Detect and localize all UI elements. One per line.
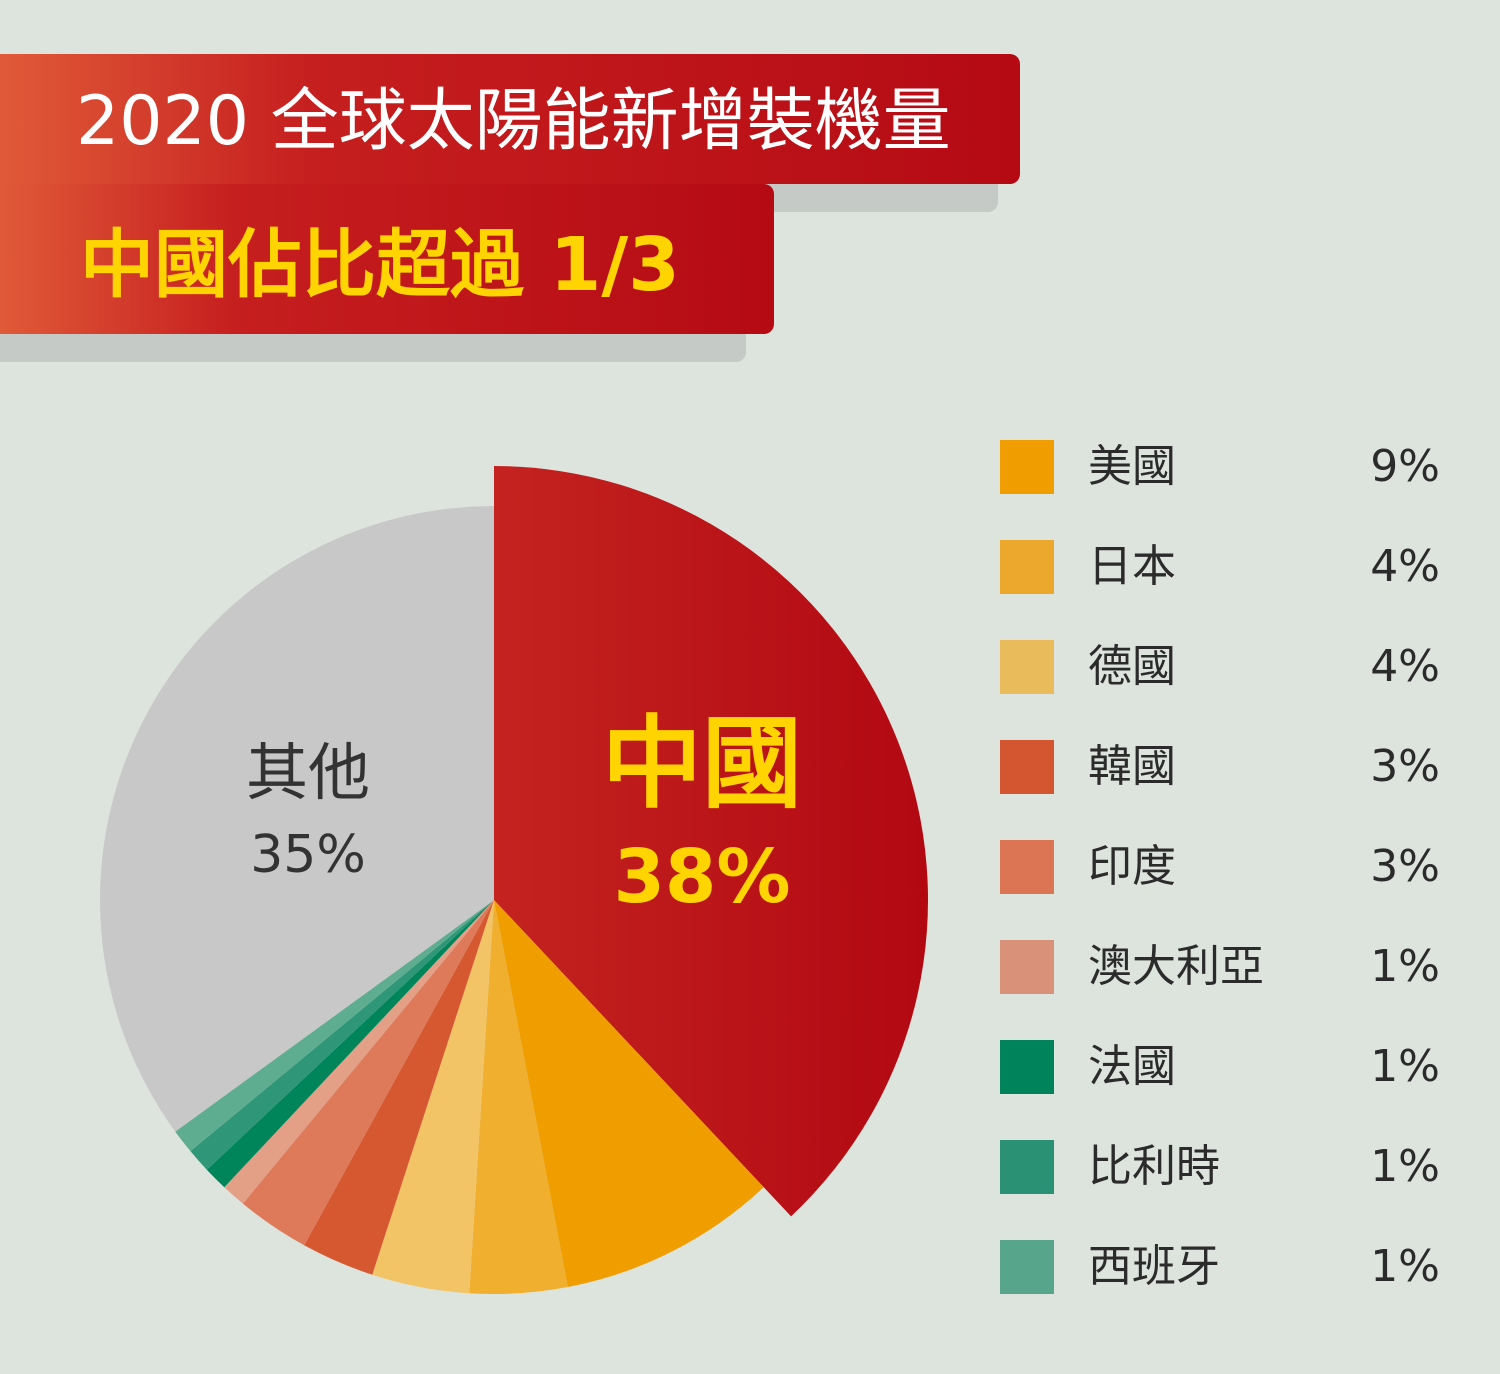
legend-label: 印度 [1088, 841, 1176, 892]
legend-value: 4% [1370, 641, 1440, 692]
other-slice-value: 35% [250, 825, 366, 885]
legend-swatch [1000, 840, 1054, 894]
pie-slice-9 [190, 900, 494, 1170]
subtitle-banner [0, 184, 774, 334]
legend-label: 澳大利亞 [1088, 941, 1264, 992]
pie-slice-11 [100, 506, 495, 1132]
legend-label: 日本 [1088, 541, 1176, 592]
legend-value: 3% [1370, 741, 1440, 792]
pie-slice-1 [494, 466, 929, 1217]
pie-slice-5 [304, 900, 494, 1275]
legend-item: 韓國 3% [1000, 740, 1440, 794]
legend-swatch [1000, 640, 1054, 694]
legend-swatch [1000, 1140, 1054, 1194]
legend-item: 印度 3% [1000, 840, 1440, 894]
legend-label: 比利時 [1088, 1141, 1220, 1192]
pie-slice-3 [469, 900, 568, 1294]
legend-item: 日本 4% [1000, 540, 1440, 594]
legend-value: 3% [1370, 841, 1440, 892]
legend-value: 1% [1370, 1041, 1440, 1092]
legend-swatch [1000, 740, 1054, 794]
legend-value: 9% [1370, 441, 1440, 492]
pie-slice-6 [242, 900, 494, 1246]
pie-slice-10 [175, 900, 494, 1152]
pie-slice-8 [206, 900, 494, 1188]
chart-title: 2020 全球太陽能新增裝機量 [76, 82, 951, 161]
legend-item: 澳大利亞 1% [1000, 940, 1440, 994]
china-slice-label: 中國 [602, 705, 802, 822]
legend-swatch [1000, 440, 1054, 494]
legend-item: 比利時 1% [1000, 1140, 1440, 1194]
other-slice-label: 其他 [246, 736, 370, 809]
pie-slice-4 [372, 900, 494, 1294]
legend-label: 德國 [1088, 641, 1176, 692]
legend-item: 德國 4% [1000, 640, 1440, 694]
chart-subtitle: 中國佔比超過 1/3 [80, 222, 680, 308]
legend-label: 法國 [1088, 1041, 1176, 1092]
pie-slice-7 [224, 900, 494, 1204]
legend-swatch [1000, 1040, 1054, 1094]
legend-label: 美國 [1088, 441, 1176, 492]
legend-value: 1% [1370, 1141, 1440, 1192]
legend-label: 韓國 [1088, 741, 1176, 792]
legend-swatch [1000, 940, 1054, 994]
pie-slice-2 [494, 900, 764, 1288]
legend-swatch [1000, 1240, 1054, 1294]
legend-item: 西班牙 1% [1000, 1240, 1440, 1294]
china-slice-value: 38% [613, 834, 790, 920]
legend-value: 4% [1370, 541, 1440, 592]
legend-item: 法國 1% [1000, 1040, 1440, 1094]
legend-item: 美國 9% [1000, 440, 1440, 494]
legend-label: 西班牙 [1088, 1241, 1220, 1292]
legend-value: 1% [1370, 1241, 1440, 1292]
legend-value: 1% [1370, 941, 1440, 992]
title-banner [0, 54, 1020, 184]
legend-swatch [1000, 540, 1054, 594]
